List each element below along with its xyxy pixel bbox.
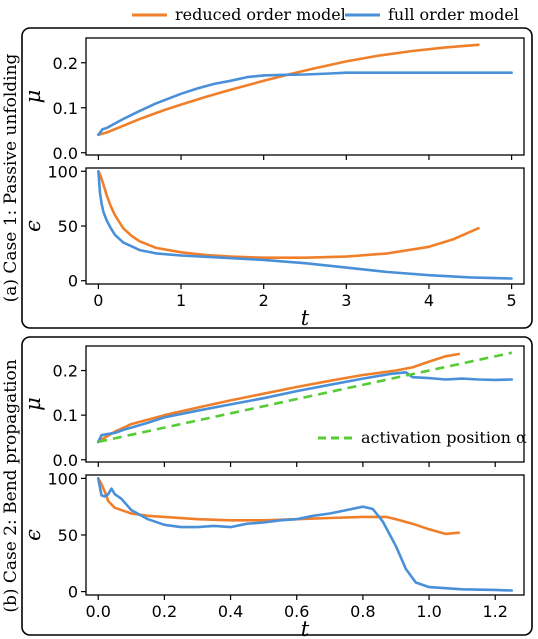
b-eps-y-tick-label: 0 [68,583,78,602]
a-eps-x-tick-label: 0 [93,291,103,310]
a-eps-x-tick-label: 2 [259,291,269,310]
b-eps-y-axis-label: ϵ [21,529,45,541]
a-eps-x-tick-label: 1 [176,291,186,310]
b-mu-series-0 [96,352,461,444]
panel-b-frame [21,336,533,636]
plot-b-mu: 0.0 0.1 0.2 μ [21,345,525,470]
a-eps-y-tick-label: 100 [47,162,78,181]
activation-legend-label: activation position α [361,428,527,447]
a-mu-axes-frame [85,37,525,156]
a-eps-x-tick-label: 3 [341,291,351,310]
b-eps-y-tick-label: 50 [58,526,78,545]
a-eps-x-tick-label: 4 [424,291,434,310]
b-eps-x-tick-label: 0.0 [86,602,111,621]
activation-legend: activation position α [318,428,527,447]
b-eps-x-tick-label: 0.4 [218,602,243,621]
a-mu-y-tick-label: 0.2 [53,54,78,73]
plot-b-epsilon: 0.0 0.2 0.4 0.6 0.8 1.0 1.2 0 50 100 ϵ t [21,469,525,639]
b-eps-axes-frame [85,474,525,596]
b-mu-y-tick-label: 0.0 [53,451,78,470]
plot-a-mu: 0.0 0.1 0.2 μ [21,37,525,163]
b-eps-x-tick-label: 0.8 [350,602,375,621]
a-eps-y-axis-label: ϵ [21,220,45,232]
b-mu-series-1 [96,370,514,444]
a-eps-series-1 [97,170,513,280]
b-mu-y-axis-label: μ [21,397,45,411]
b-mu-y-tick-label: 0.2 [53,362,78,381]
panel-a-frame [21,27,533,329]
panel-b-title: (b) Case 2: Bend propagation [1,359,21,612]
a-eps-series-0 [97,170,480,260]
a-mu-series-0 [97,43,480,137]
a-eps-x-axis-label: t [301,306,310,330]
a-eps-axes-frame [85,167,525,285]
b-eps-series-0 [96,477,461,536]
a-mu-y-axis-label: μ [21,90,45,104]
b-mu-y-tick-label: 0.1 [53,406,78,425]
legend-reduced-label: reduced order model [175,5,346,24]
a-mu-y-tick-label: 0.0 [53,144,78,163]
a-mu-series-1 [97,71,513,137]
b-eps-x-tick-label: 1.0 [416,602,441,621]
b-mu-axes-frame [85,345,525,463]
b-eps-x-tick-label: 1.2 [482,602,507,621]
b-eps-x-tick-label: 0.6 [284,602,309,621]
b-eps-series-1 [96,477,514,592]
b-mu-series-2 [97,351,513,444]
b-eps-x-axis-label: t [301,617,310,639]
legend-full-label: full order model [388,5,519,24]
b-eps-x-tick-label: 0.2 [152,602,177,621]
b-eps-y-tick-label: 100 [47,469,78,488]
legend: reduced order model full order model [132,5,519,24]
a-eps-x-tick-label: 5 [507,291,517,310]
panel-a-title: (a) Case 1: Passive unfolding [1,53,21,302]
a-eps-y-tick-label: 0 [68,272,78,291]
a-mu-y-tick-label: 0.1 [53,99,78,118]
a-eps-y-tick-label: 50 [58,217,78,236]
